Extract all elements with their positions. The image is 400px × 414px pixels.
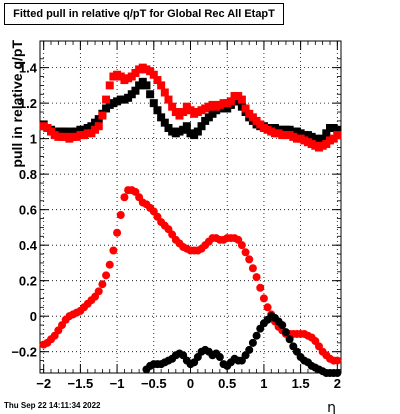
data-point-square (237, 95, 246, 104)
x-tick-label: −1 (110, 376, 125, 391)
data-point-circle (116, 210, 125, 219)
data-point-square (182, 122, 191, 131)
data-point-square (241, 104, 250, 113)
data-point-square (157, 113, 166, 122)
data-point-square (94, 122, 103, 131)
data-point-square (179, 108, 188, 117)
data-point-circle (102, 271, 111, 280)
x-tick-label: 0 (187, 376, 194, 391)
data-point-square (142, 81, 151, 90)
data-point-square (164, 95, 173, 104)
data-point-square (168, 102, 177, 111)
data-point-circle (237, 241, 246, 250)
x-tick-label: −1.5 (68, 376, 94, 391)
x-tick-label: −2 (36, 376, 51, 391)
data-point-square (333, 125, 342, 134)
data-point-circle (120, 193, 129, 202)
y-tick-label: −0.2 (11, 345, 37, 360)
data-point-square (160, 118, 169, 127)
x-axis-label: η (327, 400, 336, 414)
data-point-square (98, 111, 107, 120)
y-tick-label: 1 (30, 132, 37, 147)
data-point-circle (245, 345, 254, 354)
data-point-square (131, 86, 140, 95)
data-point-square (322, 129, 331, 138)
y-axis-label: pull in relative q/pT (9, 40, 25, 168)
data-point-circle (281, 328, 290, 337)
data-point-circle (252, 273, 261, 282)
data-point-circle (259, 294, 268, 303)
data-point-circle (94, 287, 103, 296)
y-tick-label: 0.8 (19, 167, 37, 182)
x-tick-label: 1 (260, 376, 267, 391)
data-point-circle (105, 260, 114, 269)
data-point-circle (285, 335, 294, 344)
data-point-circle (241, 248, 250, 257)
y-tick-label: 1.2 (19, 96, 37, 111)
data-point-circle (263, 303, 272, 312)
data-point-circle (248, 264, 257, 273)
y-tick-label: 0 (30, 309, 37, 324)
data-point-square (146, 90, 155, 99)
data-point-circle (256, 283, 265, 292)
data-point-square (333, 131, 342, 140)
plot-frame (39, 40, 342, 374)
data-point-square (318, 134, 327, 143)
data-point-circle (113, 228, 122, 237)
y-tick-label: 0.6 (19, 203, 37, 218)
data-point-square (197, 122, 206, 131)
data-point-square (102, 95, 111, 104)
data-point-square (105, 81, 114, 90)
data-point-circle (333, 356, 342, 365)
data-point-square (157, 81, 166, 90)
x-tick-label: 2 (334, 376, 341, 391)
x-tick-label: −0.5 (141, 376, 167, 391)
data-point-circle (333, 369, 342, 377)
y-tick-label: 0.4 (19, 238, 38, 253)
data-point-circle (278, 321, 287, 330)
data-point-square (193, 127, 202, 136)
data-point-circle (252, 331, 261, 340)
y-tick-label: 1.4 (19, 61, 38, 76)
data-point-square (160, 88, 169, 97)
data-point-circle (248, 338, 257, 347)
data-point-square (226, 97, 235, 106)
data-point-square (149, 70, 158, 79)
data-point-square (153, 106, 162, 115)
x-tick-label: 0.5 (218, 376, 236, 391)
data-point-circle (109, 246, 118, 255)
chart-title: Fitted pull in relative q/pT for Global … (4, 3, 284, 25)
data-point-circle (245, 255, 254, 264)
data-point-square (153, 76, 162, 85)
y-tick-label: 0.2 (19, 274, 37, 289)
data-point-circle (215, 353, 224, 362)
data-point-square (149, 99, 158, 108)
x-tick-label: 1.5 (292, 376, 310, 391)
data-point-circle (98, 280, 107, 289)
timestamp-footer: Thu Sep 22 14:11:34 2022 (4, 401, 101, 410)
